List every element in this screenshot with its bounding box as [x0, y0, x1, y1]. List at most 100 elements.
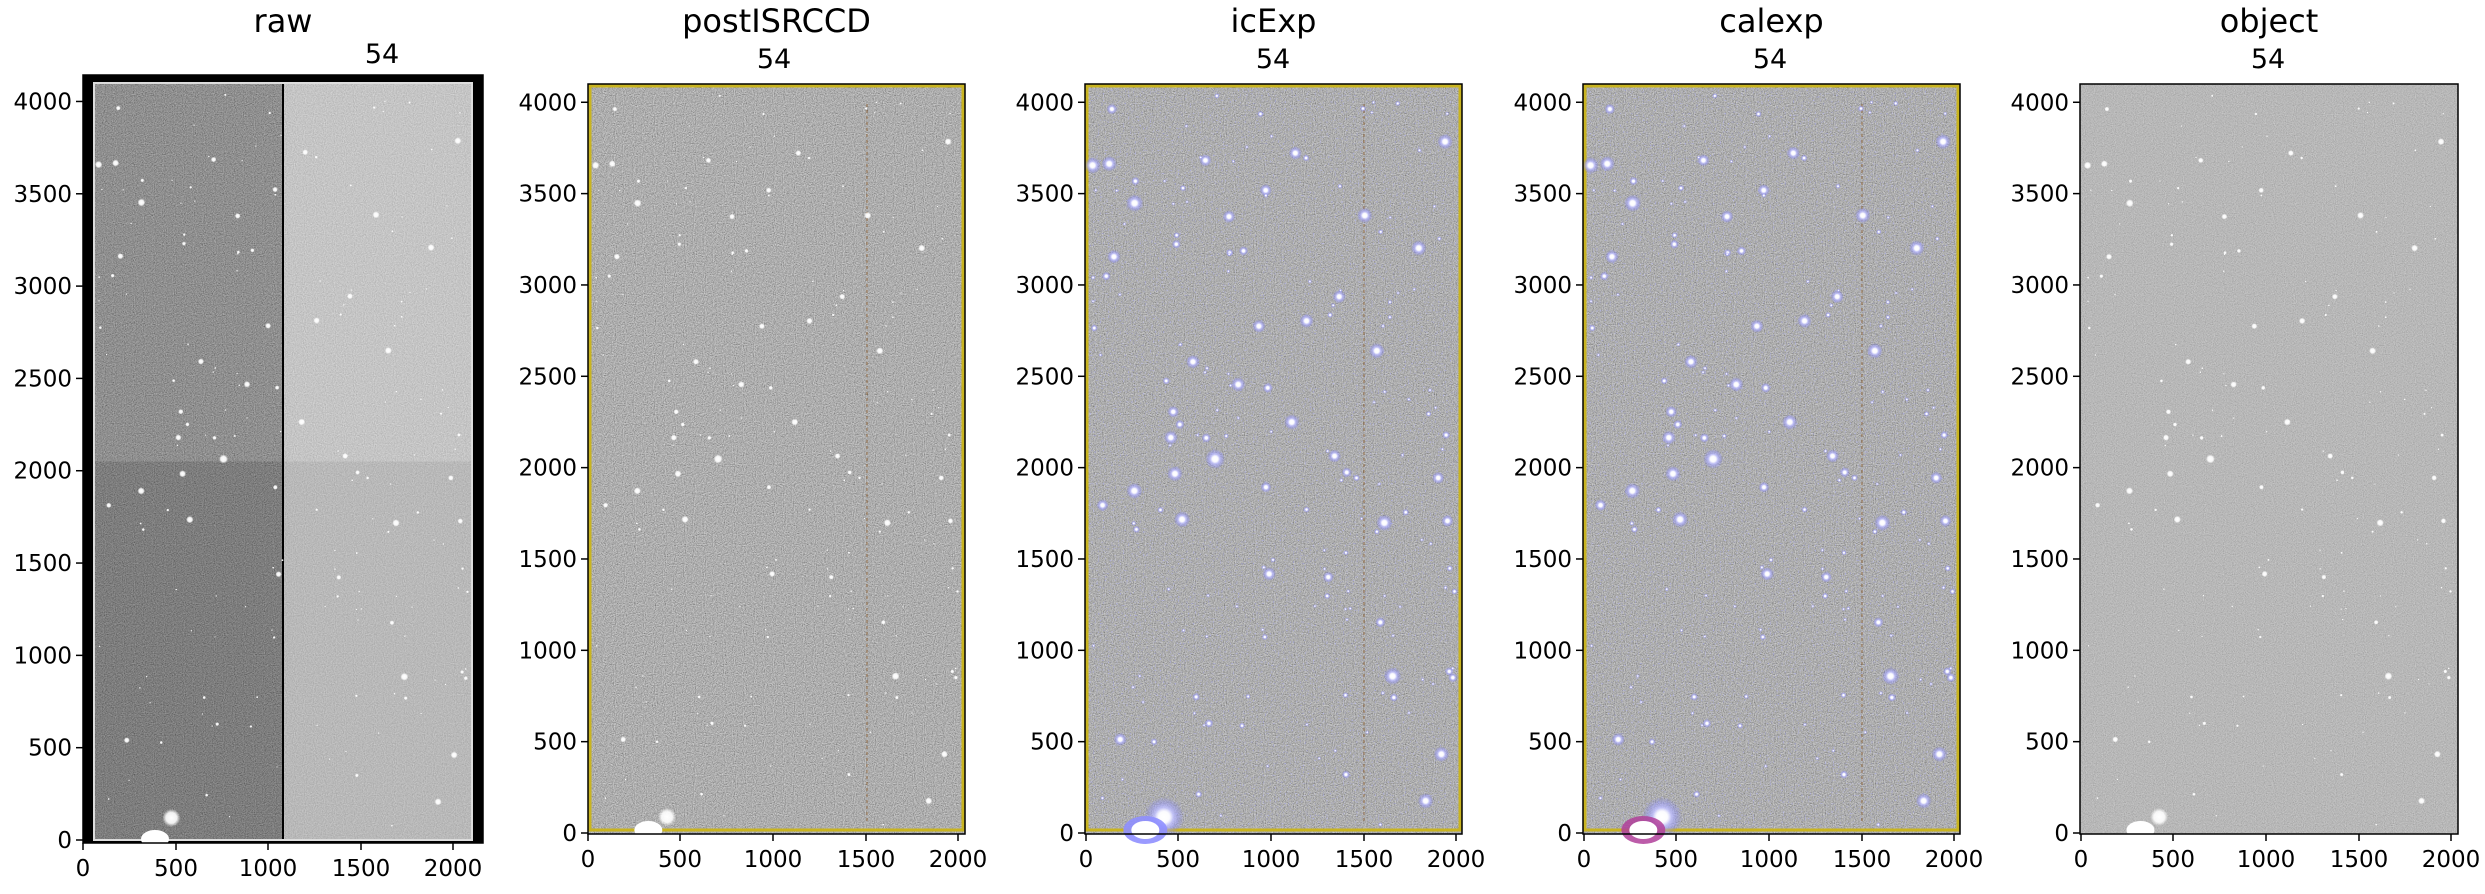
- x-axis: 0 500 1000 1500 2000: [2074, 834, 2481, 873]
- y-tick-label: 0: [1557, 821, 1572, 847]
- x-tick-label: 1000: [2237, 847, 2296, 873]
- panel-title: postISRCCD: [682, 2, 871, 40]
- y-tick-label: 3000: [1513, 273, 1572, 299]
- y-tick-label: 0: [562, 821, 577, 847]
- x-tick-label: 1500: [1335, 847, 1394, 873]
- y-tick-label: 500: [28, 736, 72, 762]
- y-tick-label: 1000: [1513, 638, 1572, 664]
- panel-4: calexp 54 0 500 1000 1500 2000 2500 3000 3500 4000…: [1513, 2, 1983, 873]
- image-area: [83, 75, 483, 848]
- panel-title: object: [2220, 2, 2319, 40]
- x-tick-label: 2000: [1925, 847, 1984, 873]
- x-tick-label: 500: [658, 847, 702, 873]
- y-tick-label: 3500: [2010, 182, 2069, 208]
- panel-title: raw: [254, 2, 313, 40]
- x-tick-label: 0: [1577, 847, 1592, 873]
- x-tick-label: 1500: [837, 847, 896, 873]
- x-tick-label: 500: [1654, 847, 1698, 873]
- y-tick-label: 3500: [1015, 182, 1074, 208]
- y-axis: 0 500 1000 1500 2000 2500 3000 3500 4000: [1513, 90, 1583, 847]
- y-tick-label: 500: [1030, 730, 1074, 756]
- axes-frame: [587, 83, 966, 835]
- y-tick-label: 4000: [13, 89, 72, 115]
- y-tick-label: 1500: [518, 547, 577, 573]
- y-tick-label: 1000: [13, 643, 72, 669]
- y-tick-label: 2500: [1015, 364, 1074, 390]
- y-tick-label: 2500: [13, 366, 72, 392]
- y-tick-label: 2500: [2010, 364, 2069, 390]
- ccd-label: 54: [2251, 44, 2285, 75]
- image-area: [588, 84, 965, 839]
- x-tick-label: 0: [1079, 847, 1094, 873]
- y-tick-label: 4000: [2010, 90, 2069, 116]
- x-tick-label: 1000: [1740, 847, 1799, 873]
- y-tick-label: 0: [1059, 821, 1074, 847]
- y-tick-label: 3000: [13, 274, 72, 300]
- y-tick-label: 1500: [1015, 547, 1074, 573]
- y-tick-label: 4000: [518, 90, 577, 116]
- y-tick-label: 0: [2054, 821, 2069, 847]
- y-tick-label: 2000: [518, 456, 577, 482]
- y-tick-label: 3500: [518, 182, 577, 208]
- x-tick-label: 500: [1156, 847, 1200, 873]
- star-field: [1582, 93, 1956, 844]
- y-axis: 0 500 1000 1500 2000 2500 3000 3500 4000: [518, 90, 588, 847]
- panel-title: calexp: [1719, 2, 1823, 40]
- x-axis: 0 500 1000 1500 2000: [581, 834, 988, 873]
- x-axis: 0 500 1000 1500 2000: [1079, 834, 1486, 873]
- y-tick-label: 2500: [1513, 364, 1572, 390]
- x-tick-label: 0: [581, 847, 596, 873]
- y-tick-label: 0: [57, 828, 72, 854]
- y-tick-label: 1500: [2010, 547, 2069, 573]
- x-tick-label: 1500: [1833, 847, 1892, 873]
- y-tick-label: 3500: [1513, 182, 1572, 208]
- y-tick-label: 1500: [13, 551, 72, 577]
- x-tick-label: 500: [2151, 847, 2195, 873]
- axes-frame: [1582, 83, 1961, 835]
- image-area: [2080, 84, 2458, 839]
- y-axis: 0 500 1000 1500 2000 2500 3000 3500 4000: [2010, 90, 2080, 847]
- panel-2: postISRCCD 54 0 500 1000 1500 2000 2500 3000 3500…: [518, 2, 987, 873]
- x-tick-label: 1500: [2330, 847, 2389, 873]
- y-tick-label: 1000: [518, 638, 577, 664]
- axes-frame: [82, 74, 484, 844]
- x-tick-label: 1000: [239, 856, 298, 882]
- y-tick-label: 3500: [13, 182, 72, 208]
- y-tick-label: 2000: [2010, 456, 2069, 482]
- image-area: [1582, 84, 1960, 844]
- x-tick-label: 2000: [1427, 847, 1486, 873]
- panel-5: object 54 0 500 1000 1500 2000 2500 3000 3500 4000…: [2010, 2, 2480, 873]
- x-tick-label: 1500: [332, 856, 391, 882]
- y-axis: 0 500 1000 1500 2000 2500 3000 3500 4000: [1015, 90, 1085, 847]
- panel-3: icExp54050010001500200025003000350040000…: [1015, 2, 1485, 873]
- x-tick-label: 2000: [2422, 847, 2481, 873]
- y-tick-label: 500: [2025, 730, 2069, 756]
- y-tick-label: 500: [533, 730, 577, 756]
- ccd-label: 54: [757, 44, 791, 75]
- panel-1: raw 54 0 500 1000 1500 2000 2500 3000 3500 4000 0 50…: [13, 2, 484, 882]
- x-tick-label: 500: [154, 856, 198, 882]
- axes-frame: [1084, 83, 1463, 835]
- y-tick-label: 4000: [1015, 90, 1074, 116]
- y-axis: 0 500 1000 1500 2000 2500 3000 3500 4000: [13, 89, 83, 854]
- x-tick-label: 2000: [929, 847, 988, 873]
- y-tick-label: 2500: [518, 364, 577, 390]
- x-axis: 0 500 1000 1500 2000: [1577, 834, 1984, 873]
- y-tick-label: 3000: [518, 273, 577, 299]
- y-tick-label: 500: [1528, 730, 1572, 756]
- x-tick-label: 0: [76, 856, 91, 882]
- x-tick-label: 0: [2074, 847, 2089, 873]
- x-tick-label: 2000: [424, 856, 483, 882]
- ccd-label: 54: [1753, 44, 1787, 75]
- y-tick-label: 1500: [1513, 547, 1572, 573]
- y-tick-label: 2000: [13, 459, 72, 485]
- y-tick-label: 1000: [2010, 638, 2069, 664]
- ccd-label: 54: [1256, 44, 1290, 75]
- x-tick-label: 1000: [1242, 847, 1301, 873]
- y-tick-label: 3000: [1015, 273, 1074, 299]
- ccd-label: 54: [365, 39, 399, 70]
- y-tick-label: 4000: [1513, 90, 1572, 116]
- y-tick-label: 2000: [1015, 456, 1074, 482]
- star-field: [1084, 93, 1458, 844]
